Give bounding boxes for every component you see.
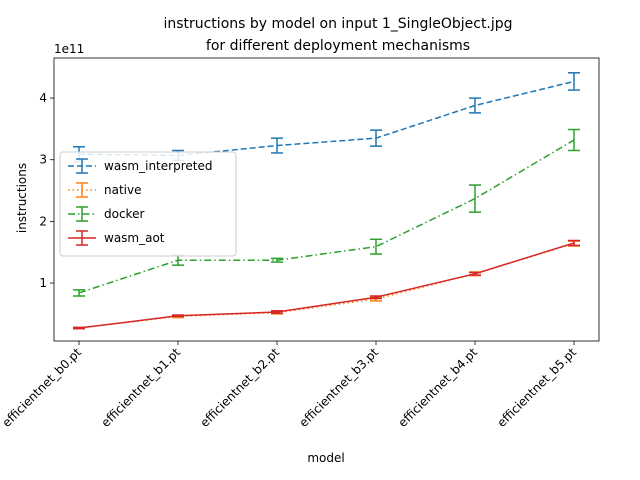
y-axis-label: instructions (15, 163, 29, 233)
legend-label: native (104, 183, 141, 197)
legend-label: docker (104, 207, 144, 221)
legend-label: wasm_interpreted (104, 159, 212, 173)
x-axis-label: model (307, 451, 344, 465)
x-tick-label: efficientnet_b4.pt (395, 345, 480, 430)
legend-entry: native (68, 182, 141, 198)
legend-label: wasm_aot (104, 231, 165, 245)
x-tick-label: efficientnet_b0.pt (0, 345, 84, 430)
plot-area (73, 72, 580, 330)
x-tick-label: efficientnet_b2.pt (197, 345, 282, 430)
x-tick-label: efficientnet_b5.pt (494, 345, 579, 430)
series-wasm_aot (73, 239, 580, 330)
legend-entry: docker (68, 206, 144, 222)
series-line (78, 139, 575, 294)
legend-box (59, 151, 237, 257)
plot-frame (53, 57, 600, 342)
chart-subtitle: for different deployment mechanisms (206, 38, 470, 54)
y-tick-label: 2 (39, 214, 47, 228)
y-offset-label: 1e11 (54, 42, 84, 56)
chart-title: instructions by model on input 1_SingleO… (163, 16, 512, 32)
series-wasm_interpreted (73, 72, 580, 163)
x-tick-label: efficientnet_b3.pt (296, 345, 381, 430)
legend-entry: wasm_interpreted (68, 158, 212, 174)
y-tick-label: 1 (39, 276, 47, 290)
y-tick-label: 4 (39, 91, 47, 105)
series-line (78, 242, 575, 329)
series-line (78, 242, 575, 329)
x-tick-label: efficientnet_b1.pt (98, 345, 183, 430)
legend-entry: wasm_aot (68, 230, 165, 246)
series-docker (73, 128, 580, 297)
series-line (78, 80, 575, 157)
y-tick-label: 3 (39, 153, 47, 167)
